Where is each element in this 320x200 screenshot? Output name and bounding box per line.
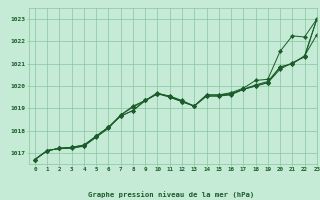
Text: Graphe pression niveau de la mer (hPa): Graphe pression niveau de la mer (hPa) — [88, 191, 254, 198]
